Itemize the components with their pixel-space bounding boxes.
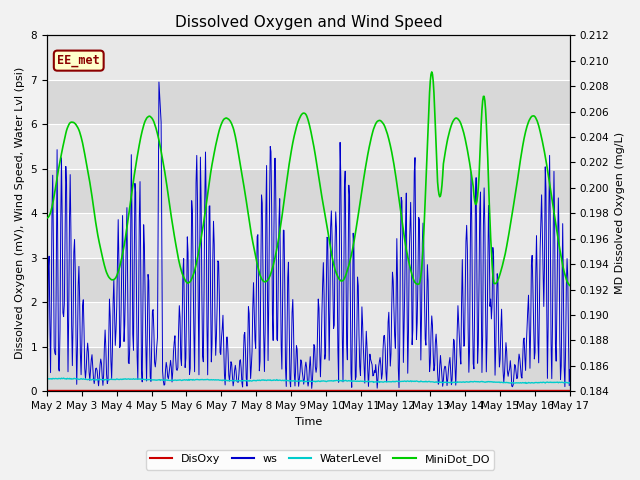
Text: EE_met: EE_met — [58, 54, 100, 67]
Bar — [47, 36, 570, 80]
Legend: DisOxy, ws, WaterLevel, MiniDot_DO: DisOxy, ws, WaterLevel, MiniDot_DO — [145, 450, 495, 469]
Bar — [47, 124, 570, 169]
Bar — [47, 80, 570, 124]
Title: Dissolved Oxygen and Wind Speed: Dissolved Oxygen and Wind Speed — [175, 15, 442, 30]
X-axis label: Time: Time — [295, 417, 322, 427]
Y-axis label: Dissolved Oxygen (mV), Wind Speed, Water Lvl (psi): Dissolved Oxygen (mV), Wind Speed, Water… — [15, 67, 25, 360]
Bar — [47, 169, 570, 213]
Bar — [47, 213, 570, 258]
Bar — [47, 258, 570, 302]
Bar — [47, 347, 570, 391]
Bar — [47, 302, 570, 347]
Y-axis label: MD Dissolved Oxygen (mg/L): MD Dissolved Oxygen (mg/L) — [615, 132, 625, 294]
